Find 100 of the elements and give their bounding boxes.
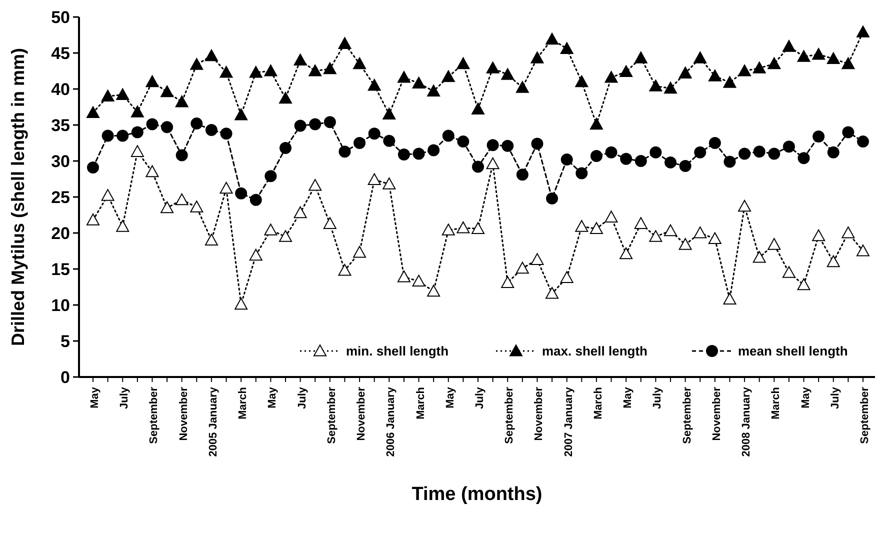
point <box>857 136 869 148</box>
point <box>472 160 484 173</box>
point <box>204 49 218 62</box>
point <box>546 32 559 45</box>
x-tick-label: May <box>622 386 634 408</box>
point <box>827 146 840 158</box>
point <box>442 130 454 142</box>
point <box>146 75 159 88</box>
point <box>308 64 322 76</box>
point <box>531 138 544 150</box>
point <box>678 238 692 250</box>
point <box>752 250 766 263</box>
point <box>501 276 514 288</box>
point <box>812 48 826 60</box>
x-tick-label: May <box>444 386 456 408</box>
point <box>620 247 633 260</box>
point <box>708 70 722 82</box>
point <box>797 278 810 290</box>
point <box>175 95 188 108</box>
point <box>502 140 514 152</box>
y-tick-label: 30 <box>51 152 70 171</box>
point <box>575 75 588 88</box>
point <box>279 230 292 242</box>
point <box>649 80 662 92</box>
x-tick-label: July <box>829 386 842 410</box>
x-tick-label: 2008 January <box>740 386 753 457</box>
y-tick-label: 40 <box>51 80 70 99</box>
point <box>428 144 440 156</box>
point <box>708 137 721 149</box>
x-tick-label: November <box>178 386 190 441</box>
y-tick-label: 50 <box>51 8 70 27</box>
y-tick-label: 45 <box>51 44 70 63</box>
y-tick-label: 10 <box>51 296 70 315</box>
point <box>264 64 278 76</box>
point <box>620 65 633 78</box>
point <box>338 264 352 276</box>
point <box>768 148 780 160</box>
point <box>161 121 174 134</box>
point <box>86 106 100 118</box>
legend-label: max. shell length <box>542 344 648 359</box>
point <box>234 108 248 120</box>
point <box>752 62 766 74</box>
point <box>590 118 603 130</box>
point <box>738 200 752 212</box>
point <box>131 126 144 138</box>
point <box>812 130 825 143</box>
point <box>190 200 204 212</box>
point <box>101 189 114 201</box>
point <box>472 102 484 114</box>
point <box>249 248 262 261</box>
point <box>575 220 588 232</box>
point <box>694 52 707 64</box>
point <box>723 292 736 305</box>
point <box>427 84 440 96</box>
x-tick-label: March <box>770 386 782 420</box>
point <box>472 222 484 234</box>
x-tick-label: 2006 January <box>385 386 398 457</box>
point <box>694 146 706 158</box>
point <box>368 173 381 186</box>
point <box>353 246 366 258</box>
x-tick-label: September <box>859 386 871 444</box>
point <box>130 145 144 157</box>
x-tick-label: September <box>148 386 160 444</box>
point <box>797 50 810 62</box>
point <box>220 182 233 194</box>
point <box>456 221 470 234</box>
point <box>664 82 677 94</box>
point <box>842 226 855 238</box>
x-tick-label: May <box>89 386 101 408</box>
point <box>782 140 795 153</box>
point <box>620 152 632 165</box>
point <box>264 170 277 182</box>
point <box>86 214 100 226</box>
point <box>294 120 306 132</box>
x-tick-label: 2007 January <box>562 386 575 457</box>
point <box>234 298 248 310</box>
point <box>176 149 188 162</box>
point <box>501 68 514 80</box>
point <box>382 108 396 120</box>
point <box>204 234 218 246</box>
x-tick-label: March <box>237 386 250 420</box>
point <box>338 146 351 158</box>
x-tick-label: July <box>474 386 486 410</box>
point <box>516 168 528 181</box>
point <box>842 126 854 138</box>
point <box>560 271 574 283</box>
point <box>678 66 692 78</box>
y-tick-label: 0 <box>60 368 70 387</box>
point <box>679 160 692 172</box>
point <box>486 139 499 152</box>
point <box>130 106 144 118</box>
point <box>220 128 232 140</box>
point <box>264 224 278 236</box>
x-tick-label: July <box>296 386 308 410</box>
y-tick-label: 15 <box>51 260 70 279</box>
x-tick-label: July <box>652 386 664 410</box>
point <box>442 224 455 236</box>
point <box>175 193 188 206</box>
point <box>294 206 307 218</box>
x-tick-label: September <box>681 386 694 444</box>
